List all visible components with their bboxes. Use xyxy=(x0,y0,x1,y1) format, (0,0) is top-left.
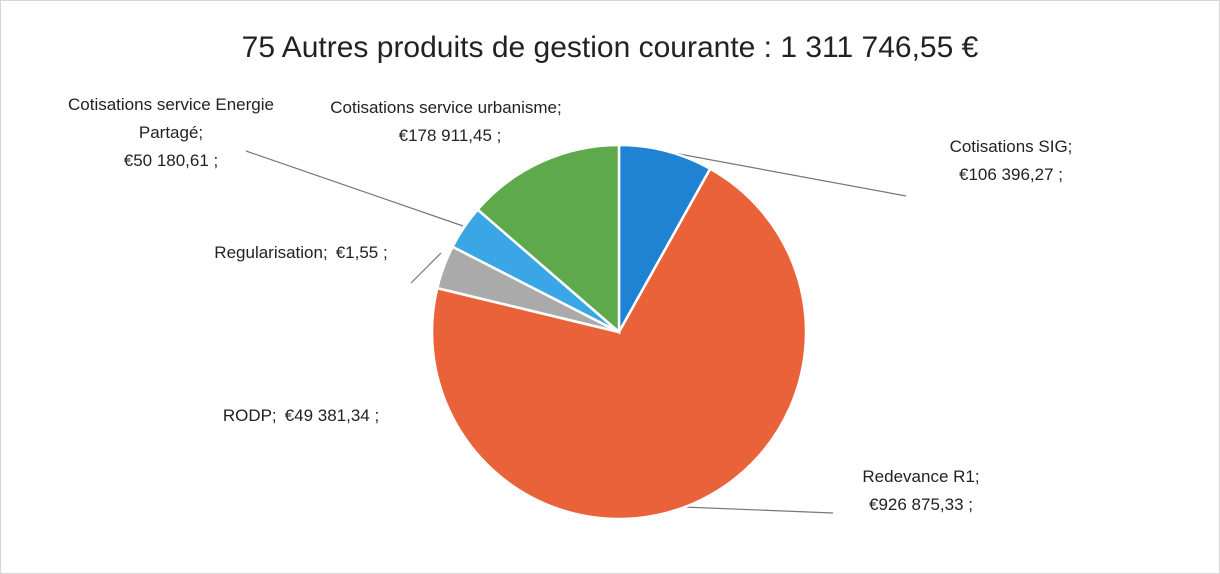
data-label: Cotisations service Energie Partagé; €50 … xyxy=(61,91,281,175)
pie-slice xyxy=(617,143,712,337)
leader-line xyxy=(662,150,907,197)
value-label: €106 396,27 ; xyxy=(959,165,1063,184)
category-label: Cotisations SIG; xyxy=(949,137,1073,156)
leader-line xyxy=(410,252,442,284)
leader-line xyxy=(245,150,464,227)
value-label: €178 911,45 ; xyxy=(398,126,502,145)
pie-slice xyxy=(475,143,621,335)
data-label: Cotisations SIG; €106 396,27 ; xyxy=(921,133,1101,189)
data-label: Redevance R1; €926 875,33 ; xyxy=(821,463,1021,519)
category-label: Redevance R1; xyxy=(862,467,980,486)
data-label: RODP; €49 381,34 ; xyxy=(151,402,451,430)
chart-title: 75 Autres produits de gestion courante :… xyxy=(241,31,979,64)
category-label: Cotisations service urbanisme; xyxy=(330,98,562,117)
category-label: Cotisations service Energie Partagé; xyxy=(68,95,279,142)
value-label: €1,55 ; xyxy=(335,243,388,262)
data-label: Regularisation; €1,55 ; xyxy=(161,239,441,267)
value-label: €50 180,61 ; xyxy=(123,151,219,170)
pie-slice xyxy=(430,167,808,521)
leader-line xyxy=(682,506,834,514)
category-label: RODP; xyxy=(222,406,277,425)
category-label: Regularisation; xyxy=(214,243,328,262)
data-label: Cotisations service urbanisme; €178 911,4… xyxy=(311,94,581,150)
value-label: €49 381,34 ; xyxy=(284,406,380,425)
value-label: €926 875,33 ; xyxy=(869,495,973,514)
